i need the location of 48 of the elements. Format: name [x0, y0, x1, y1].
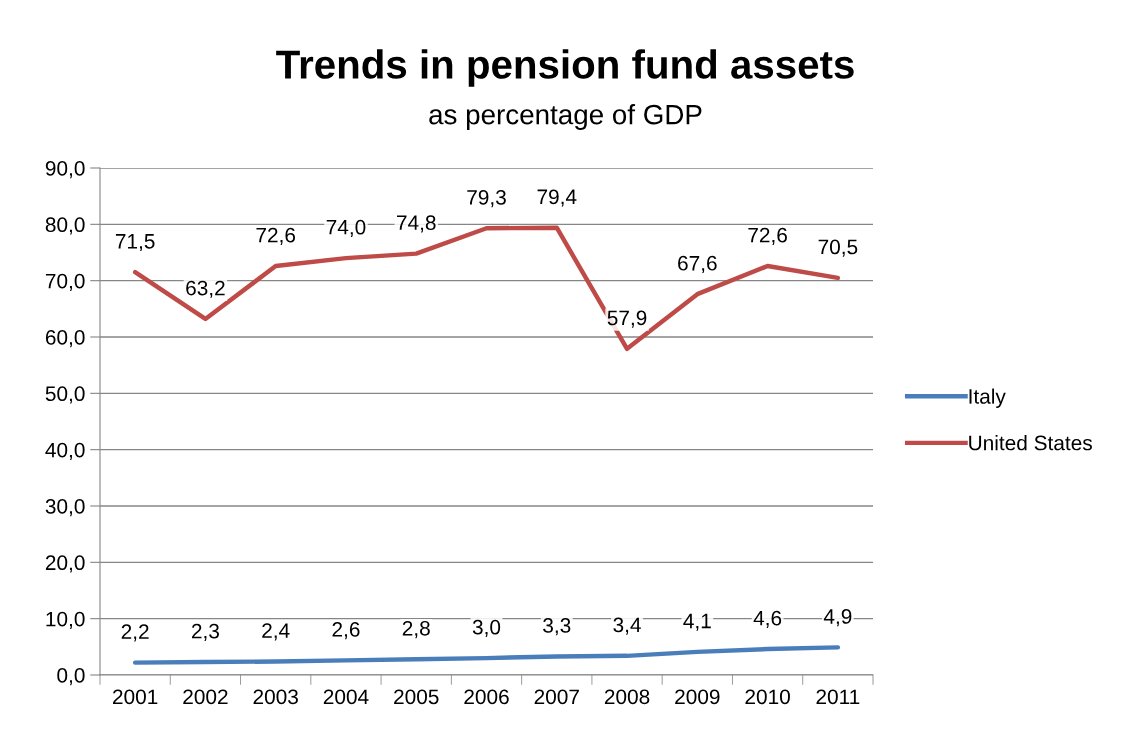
y-tick-label: 10,0 [46, 611, 85, 629]
x-tick-label: 2009 [675, 689, 720, 705]
data-label: 79,3 [467, 189, 506, 208]
line-series [132, 645, 841, 665]
data-label: 2,3 [191, 623, 219, 641]
data-label: 2,2 [121, 624, 149, 642]
y-tick-label: 0,0 [57, 668, 85, 686]
x-tick-label: 2007 [534, 689, 579, 705]
x-tick-label: 2005 [394, 689, 439, 705]
x-tick-label: 2003 [253, 689, 298, 705]
data-label: 72,6 [748, 227, 787, 245]
data-label: 2,8 [402, 620, 430, 639]
data-label: 3,4 [613, 617, 641, 635]
data-label: 4,1 [683, 613, 711, 631]
y-tick-label: 90,0 [45, 161, 85, 179]
x-tick-label: 2008 [604, 689, 650, 705]
data-label: 79,4 [537, 189, 577, 207]
x-tick-label: 2004 [323, 689, 369, 705]
data-label: 4,6 [753, 610, 782, 628]
data-label: 2,4 [262, 623, 290, 641]
data-label: 57,9 [607, 310, 647, 328]
y-tick-label: 70,0 [45, 273, 85, 291]
data-label: 3,3 [543, 618, 571, 636]
data-label: 70,5 [818, 239, 858, 257]
y-tick-label: 40,0 [45, 442, 85, 460]
data-label: 67,6 [678, 255, 717, 274]
x-tick-label: 2010 [745, 689, 790, 705]
data-label: 4,9 [823, 609, 852, 627]
data-label: 3,0 [472, 619, 501, 637]
chart-title: Trends in pension fund assets [276, 49, 854, 87]
y-tick-label: 80,0 [45, 217, 85, 235]
chart-subtitle: as percentage of GDP [429, 104, 702, 130]
data-label: 63,2 [186, 280, 225, 298]
legend-label: Italy [969, 388, 1006, 408]
y-tick-label: 30,0 [45, 499, 85, 517]
legend-label: United States [969, 435, 1092, 451]
x-tick-label: 2001 [113, 689, 158, 705]
x-tick-label: 2006 [464, 689, 509, 705]
x-tick-label: 2011 [816, 689, 860, 705]
data-label: 74,8 [397, 215, 436, 233]
data-label: 71,5 [115, 234, 155, 252]
x-tick-label: 2002 [183, 689, 228, 705]
data-label: 74,0 [326, 219, 366, 238]
data-label: 2,6 [332, 622, 360, 640]
data-label: 72,6 [256, 227, 296, 245]
y-tick-label: 60,0 [45, 330, 85, 348]
y-tick-label: 50,0 [45, 386, 85, 404]
y-tick-label: 20,0 [45, 555, 85, 573]
